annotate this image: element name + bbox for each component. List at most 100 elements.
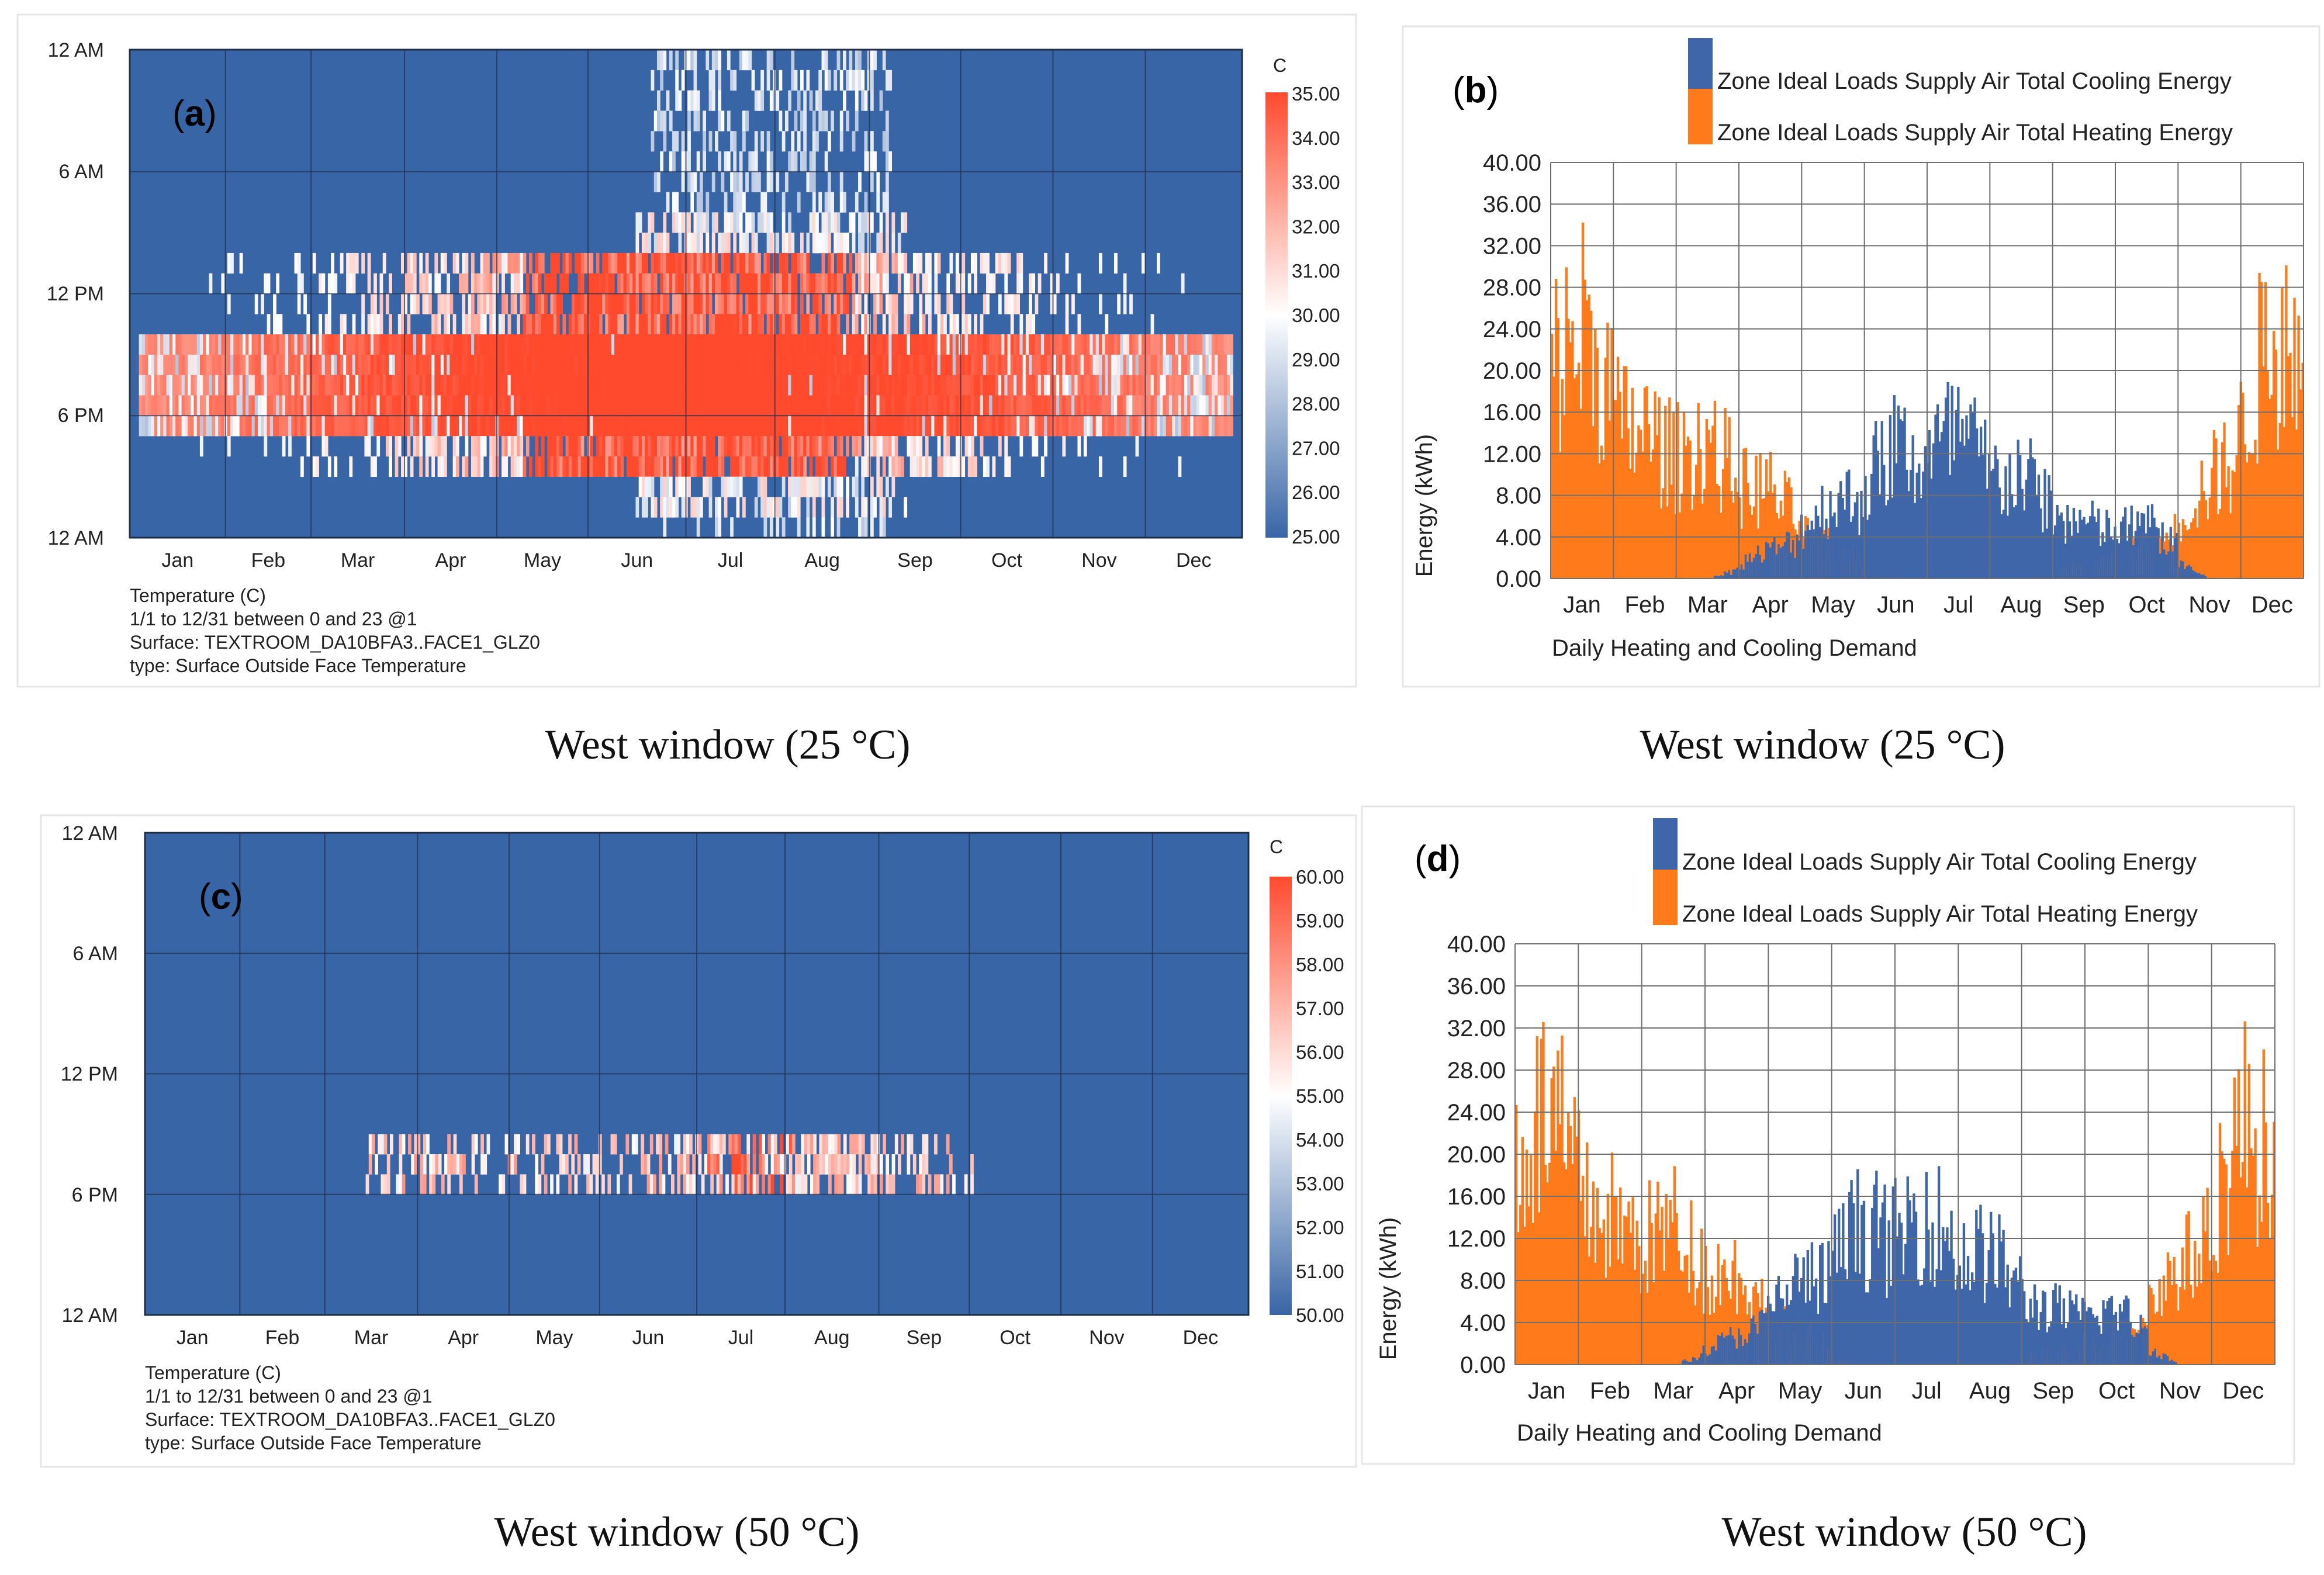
heatmap-cell: [489, 293, 493, 314]
heatmap-cell: [1068, 395, 1072, 416]
heatmap-cell: [977, 416, 981, 437]
heatmap-cell: [580, 416, 585, 437]
heating-bar: [2212, 1255, 2215, 1365]
heating-bar: [1596, 347, 1599, 579]
heatmap-cell: [575, 252, 579, 274]
heatmap-cell: [861, 233, 865, 254]
heatmap-cell: [736, 212, 740, 233]
heatmap-cell: [1144, 334, 1148, 355]
heatmap-cell: [663, 395, 667, 416]
heatmap-cell: [660, 395, 663, 416]
heatmap-cell: [909, 436, 914, 457]
heatmap-cell: [955, 252, 959, 274]
heatmap-cell: [434, 273, 438, 294]
heatmap-cell: [480, 1154, 484, 1175]
heatmap-cell: [666, 334, 670, 355]
heatmap-cell: [444, 395, 447, 416]
heatmap-cell: [751, 212, 755, 233]
heatmap-cell: [882, 273, 886, 294]
heating-bar: [1698, 1282, 1701, 1365]
heatmap-cell: [641, 395, 645, 416]
heating-bar: [1633, 472, 1636, 579]
cooling-bar: [1960, 1289, 1963, 1365]
heatmap-cell: [1132, 395, 1136, 416]
heatmap-cell: [425, 273, 429, 294]
heatmap-cell: [480, 416, 484, 437]
heatmap-cell: [316, 456, 319, 477]
heatmap-cell: [553, 375, 557, 396]
heatmap-cell: [827, 334, 831, 355]
heatmap-cell: [245, 395, 249, 416]
heatmap-cell: [696, 90, 700, 111]
heatmap-cell: [718, 293, 722, 314]
heatmap-cell: [611, 375, 615, 396]
heatmap-cell: [733, 273, 737, 294]
heatmap-cell: [431, 416, 435, 437]
heatmap-cell: [556, 436, 560, 457]
heatmap-cell: [553, 436, 557, 457]
heatmap-cell: [904, 497, 908, 518]
cooling-bar: [1756, 1334, 1759, 1365]
heatmap-cell: [1102, 334, 1105, 355]
heatmap-cell: [1035, 334, 1039, 355]
heatmap-cell: [562, 375, 566, 396]
heatmap-cell: [346, 252, 350, 274]
heatmap-cell: [1144, 354, 1148, 376]
heatmap-cell: [711, 334, 715, 355]
cooling-bar: [1956, 1275, 1959, 1365]
heatmap-cell: [178, 375, 182, 396]
cooling-bar: [1696, 1360, 1699, 1365]
heatmap-cell: [327, 293, 331, 314]
heatmap-cell: [568, 1134, 572, 1155]
heatmap-cell: [449, 416, 454, 437]
heatmap-cell: [401, 395, 404, 416]
heating-bar: [2187, 1211, 2190, 1365]
heatmap-cell: [321, 395, 326, 416]
heatmap-cell: [1001, 252, 1005, 274]
heatmap-cell: [517, 334, 520, 355]
heatmap-cell: [483, 293, 487, 314]
heatmap-cell: [891, 334, 895, 355]
y-tick: 12 AM: [48, 39, 104, 61]
cooling-bar: [1927, 1229, 1930, 1365]
heatmap-cell: [843, 192, 846, 213]
heatmap-cell: [741, 1174, 744, 1195]
heatmap-cell: [1163, 334, 1167, 355]
heatmap-cell: [689, 1134, 693, 1155]
heatmap-cell: [1160, 334, 1164, 355]
cooling-bar: [1845, 472, 1848, 579]
heatmap-cell: [590, 252, 594, 274]
heatmap-cell: [663, 110, 667, 131]
heating-bar: [1558, 1124, 1562, 1365]
heatmap-cell: [1202, 416, 1206, 437]
heatmap-cell: [465, 375, 469, 396]
heatmap-cell: [693, 395, 697, 416]
colorbar-tick: 32.00: [1292, 216, 1340, 237]
heatmap-cell: [873, 1134, 877, 1155]
heatmap-cell: [730, 334, 734, 355]
heatmap-cell: [849, 1174, 853, 1195]
heatmap-cell: [813, 1174, 817, 1195]
heatmap-cell: [1153, 416, 1157, 437]
heatmap-cell: [1038, 375, 1042, 396]
heatmap-cell: [751, 354, 755, 376]
heatmap-cell: [279, 416, 283, 437]
heatmap-cell: [343, 354, 347, 376]
heatmap-cell: [440, 416, 444, 437]
heatmap-cell: [776, 293, 780, 314]
heatmap-cell: [1105, 375, 1109, 396]
heatmap-cell: [395, 436, 399, 457]
heatmap-cell: [949, 252, 953, 274]
heatmap-cell: [267, 334, 271, 355]
heatmap-cell: [861, 70, 865, 91]
heatmap-cell: [760, 314, 765, 335]
heatmap-cell: [1062, 416, 1066, 437]
cooling-bar: [1853, 502, 1857, 579]
heatmap-cell: [1126, 375, 1130, 396]
heating-bar: [1536, 1036, 1538, 1365]
heatmap-cell: [617, 252, 621, 274]
heatmap-cell: [340, 334, 344, 355]
heatmap-cell: [831, 192, 834, 213]
heatmap-cell: [1123, 273, 1127, 294]
heatmap-cell: [821, 497, 825, 518]
